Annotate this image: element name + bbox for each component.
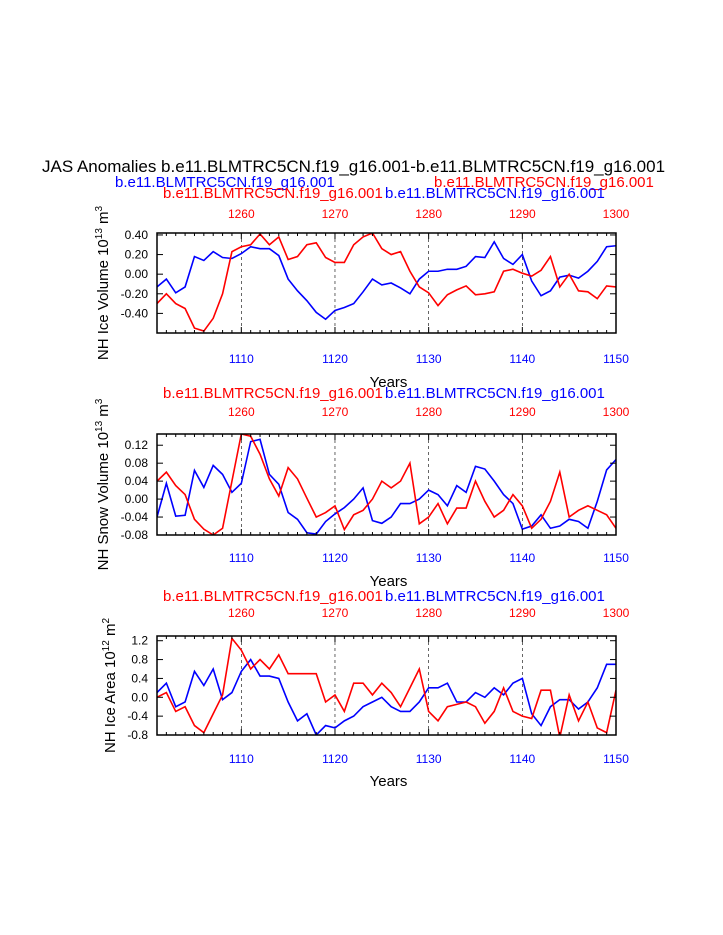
plot-frame — [156, 433, 617, 536]
y-tick-label: -0.04 — [121, 510, 149, 524]
y-axis-label-unit: m — [102, 624, 119, 641]
x-axis-label: Years — [370, 374, 408, 391]
y-tick-label: 0.4 — [131, 671, 148, 685]
y-tick-label: 0.00 — [125, 492, 149, 506]
y-tick-label: -0.4 — [127, 709, 148, 723]
y-axis-label-unit-exponent: 3 — [94, 205, 105, 211]
y-tick-label: 1.2 — [131, 634, 148, 648]
x-tick-label: 1140 — [509, 752, 535, 766]
top-x-tick-label: 1290 — [509, 405, 536, 419]
top-x-tick-label: 1270 — [322, 606, 349, 620]
y-tick-label: 0.20 — [125, 248, 149, 262]
top-x-tick-label: 1300 — [603, 207, 630, 221]
y-axis-label-unit-exponent: 3 — [94, 398, 105, 404]
y-tick-label: 0.04 — [125, 474, 149, 488]
legend-red: b.e11.BLMTRC5CN.f19_g16.001 — [163, 385, 383, 402]
top-x-tick-label: 1270 — [322, 207, 349, 221]
x-tick-label: 1140 — [509, 551, 535, 565]
y-tick-label: -0.08 — [121, 528, 149, 542]
y-axis-label-unit-exponent: 2 — [101, 618, 112, 624]
top-x-tick-label: 1260 — [228, 405, 255, 419]
x-tick-label: 1110 — [229, 551, 254, 565]
x-tick-label: 1150 — [603, 752, 629, 766]
y-axis-label-text: NH Snow Volume 10 — [95, 432, 112, 570]
top-x-tick-label: 1290 — [509, 207, 536, 221]
top-x-tick-label: 1270 — [322, 405, 349, 419]
x-tick-label: 1120 — [322, 551, 348, 565]
y-axis-label: NH Ice Area 1012 m2 — [101, 618, 119, 754]
legend-blue: b.e11.BLMTRC5CN.f19_g16.001 — [385, 385, 605, 402]
y-axis-label: NH Snow Volume 1013 m3 — [94, 398, 112, 570]
plot-frame — [156, 232, 617, 334]
y-axis-label-exponent: 13 — [94, 228, 105, 240]
y-tick-label: 0.40 — [125, 228, 149, 242]
panel-ice-area: 1.2 0.8 0.4 0.0 -0.4 -0.8 1110 1120 1130 1140 1150… — [101, 588, 630, 790]
legend-red: b.e11.BLMTRC5CN.f19_g16.001 — [163, 588, 383, 605]
x-tick-label: 1110 — [229, 752, 254, 766]
top-x-tick-label: 1280 — [415, 207, 442, 221]
x-tick-label: 1150 — [603, 352, 629, 366]
y-tick-label: 0.12 — [125, 438, 149, 452]
x-tick-label: 1110 — [229, 352, 254, 366]
series-line-red — [157, 233, 616, 332]
x-tick-label: 1120 — [322, 352, 348, 366]
series-line-blue — [157, 240, 616, 321]
top-x-tick-label: 1260 — [228, 207, 255, 221]
series-line-blue — [157, 438, 616, 535]
y-axis-label: NH Ice Volume 1013 m3 — [94, 205, 112, 360]
panel-ice-volume: 0.40 0.20 0.00 -0.20 -0.40 1110 1120 1130 1140 11… — [94, 185, 630, 391]
series-line-red — [157, 434, 616, 535]
y-tick-label: -0.20 — [121, 287, 149, 301]
y-axis-label-unit: m — [95, 404, 112, 421]
x-axis-label: Years — [370, 773, 408, 790]
y-axis-label-exponent: 12 — [101, 640, 112, 652]
legend-blue: b.e11.BLMTRC5CN.f19_g16.001 — [385, 588, 605, 605]
figure-title: JAS Anomalies b.e11.BLMTRC5CN.f19_g16.00… — [42, 157, 665, 176]
legend-red-top: b.e11.BLMTRC5CN.f19_g16.001 — [434, 174, 654, 191]
y-tick-label: 0.0 — [131, 690, 148, 704]
x-tick-label: 1130 — [416, 551, 442, 565]
series-line-red — [157, 636, 616, 735]
y-tick-label: -0.40 — [121, 306, 149, 320]
legend-blue-top: b.e11.BLMTRC5CN.f19_g16.001 — [115, 174, 335, 191]
top-x-tick-label: 1280 — [415, 405, 442, 419]
panel-snow-volume: 0.12 0.08 0.04 0.00 -0.04 -0.08 1110 1120 1130 11… — [94, 385, 630, 590]
y-tick-label: 0.08 — [125, 456, 149, 470]
x-tick-label: 1130 — [416, 352, 442, 366]
top-x-tick-label: 1280 — [415, 606, 442, 620]
y-axis-label-exponent: 13 — [94, 420, 105, 432]
x-tick-label: 1140 — [509, 352, 535, 366]
top-x-tick-label: 1300 — [603, 405, 630, 419]
y-tick-label: 0.8 — [131, 653, 148, 667]
x-tick-label: 1130 — [416, 752, 442, 766]
legend-red: b.e11.BLMTRC5CN.f19_g16.001 — [163, 185, 383, 202]
plot-frame — [156, 635, 617, 736]
y-tick-label: -0.8 — [127, 728, 148, 742]
legend-blue: b.e11.BLMTRC5CN.f19_g16.001 — [385, 185, 605, 202]
x-tick-label: 1150 — [603, 551, 629, 565]
x-tick-label: 1120 — [322, 752, 348, 766]
top-x-tick-label: 1300 — [603, 606, 630, 620]
y-tick-label: 0.00 — [125, 267, 149, 281]
y-axis-label-text: NH Ice Volume 10 — [95, 239, 112, 360]
top-x-tick-label: 1290 — [509, 606, 536, 620]
y-axis-label-text: NH Ice Area 10 — [102, 651, 119, 753]
y-axis-label-unit: m — [95, 211, 112, 228]
x-axis-label: Years — [370, 573, 408, 590]
series-line-blue — [157, 658, 616, 735]
top-x-tick-label: 1260 — [228, 606, 255, 620]
